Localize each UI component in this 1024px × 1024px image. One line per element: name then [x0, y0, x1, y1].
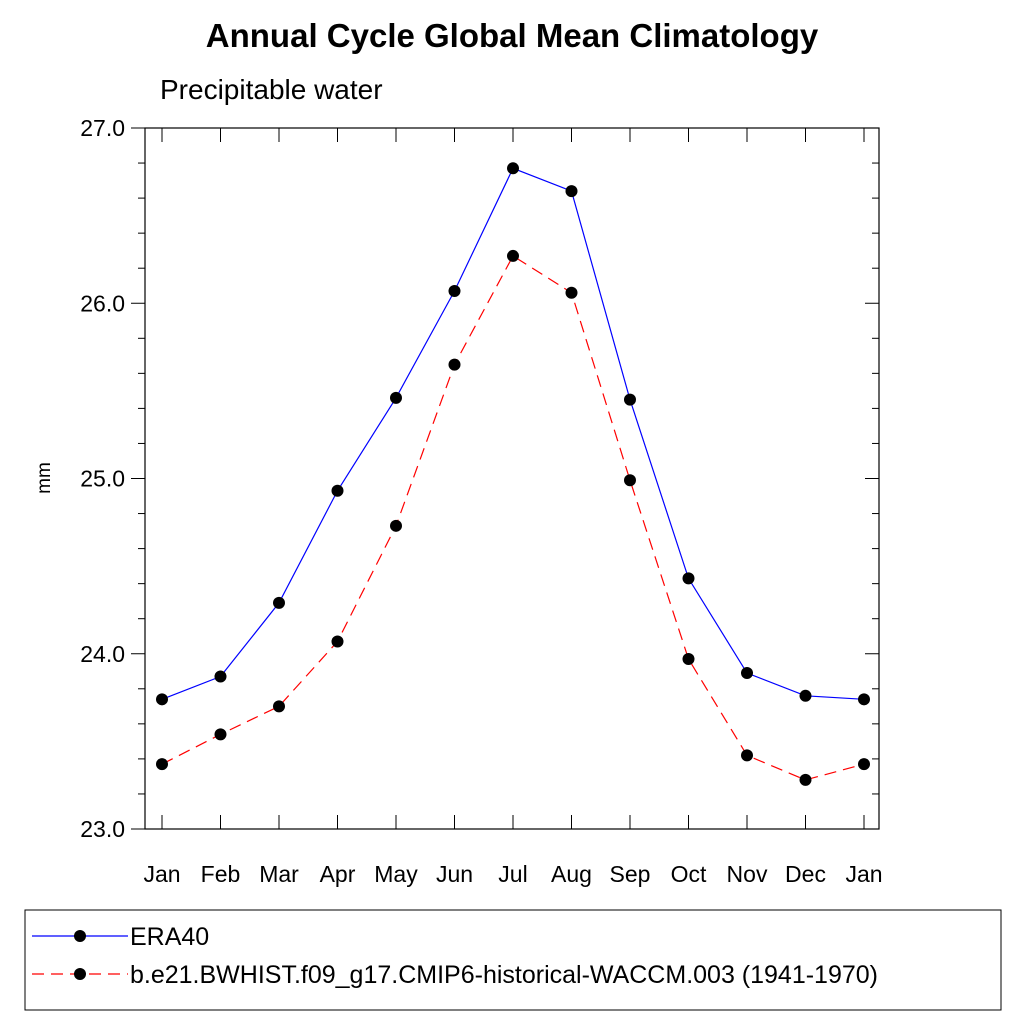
y-tick-label: 25.0: [80, 466, 125, 492]
x-tick-label: Nov: [727, 861, 768, 887]
data-point: [799, 689, 812, 702]
x-tick-label: Jan: [143, 861, 180, 887]
data-point: [214, 670, 227, 683]
legend-marker-1: [74, 968, 86, 980]
x-tick-label: Dec: [785, 861, 826, 887]
y-axis-label: mm: [34, 462, 55, 494]
y-tick-label: 27.0: [80, 115, 125, 141]
data-point: [858, 693, 870, 706]
x-tick-label: Mar: [259, 861, 299, 887]
data-point: [858, 758, 870, 771]
x-tick-label: Apr: [320, 861, 356, 887]
data-point: [331, 635, 344, 648]
data-point: [624, 474, 636, 487]
x-tick-label: Jan: [845, 861, 882, 887]
y-tick-label: 23.0: [80, 816, 125, 842]
y-tick-label: 24.0: [80, 641, 125, 667]
series-line-1: [161, 255, 865, 781]
legend-label-0: ERA40: [130, 923, 209, 951]
data-point: [565, 185, 578, 198]
data-point: [214, 728, 227, 741]
legend-marker-0: [74, 930, 86, 942]
plot-frame: [144, 127, 880, 830]
x-tick-label: Oct: [671, 861, 707, 887]
data-point: [507, 162, 519, 175]
data-point: [565, 286, 578, 299]
data-point: [741, 667, 753, 680]
y-tick-label: 26.0: [80, 290, 125, 316]
x-tick-label: Jun: [436, 861, 473, 887]
data-point: [156, 693, 168, 706]
data-point: [682, 572, 695, 585]
data-point: [273, 596, 285, 609]
legend-box: [24, 909, 1002, 1011]
x-tick-label: Sep: [610, 861, 651, 887]
x-tick-label: Feb: [201, 861, 241, 887]
data-point: [682, 653, 695, 666]
data-point: [390, 519, 402, 532]
x-tick-label: Jul: [498, 861, 527, 887]
series-line-0: [161, 167, 865, 700]
data-point: [507, 249, 519, 262]
data-point: [273, 700, 285, 713]
chart-title: Annual Cycle Global Mean Climatology: [206, 17, 819, 54]
chart-subtitle: Precipitable water: [160, 74, 383, 105]
x-tick-label: May: [374, 861, 418, 887]
data-point: [741, 749, 753, 762]
legend: ERA40 b.e21.BWHIST.f09_g17.CMIP6-historic…: [32, 923, 878, 989]
data-point: [156, 758, 168, 771]
data-point: [390, 391, 402, 404]
x-tick-label: Aug: [551, 861, 592, 887]
data-point: [448, 284, 461, 297]
data-point: [331, 484, 344, 497]
legend-label-1: b.e21.BWHIST.f09_g17.CMIP6-historical-WA…: [130, 961, 878, 989]
series-markers: [156, 162, 870, 786]
axis-ticks: Jan Feb Mar Apr May Jun Jul Aug Sep Oct Nov Dec Jan 2…: [80, 115, 882, 887]
data-point: [448, 358, 461, 371]
data-point: [799, 773, 812, 786]
data-point: [624, 393, 636, 406]
